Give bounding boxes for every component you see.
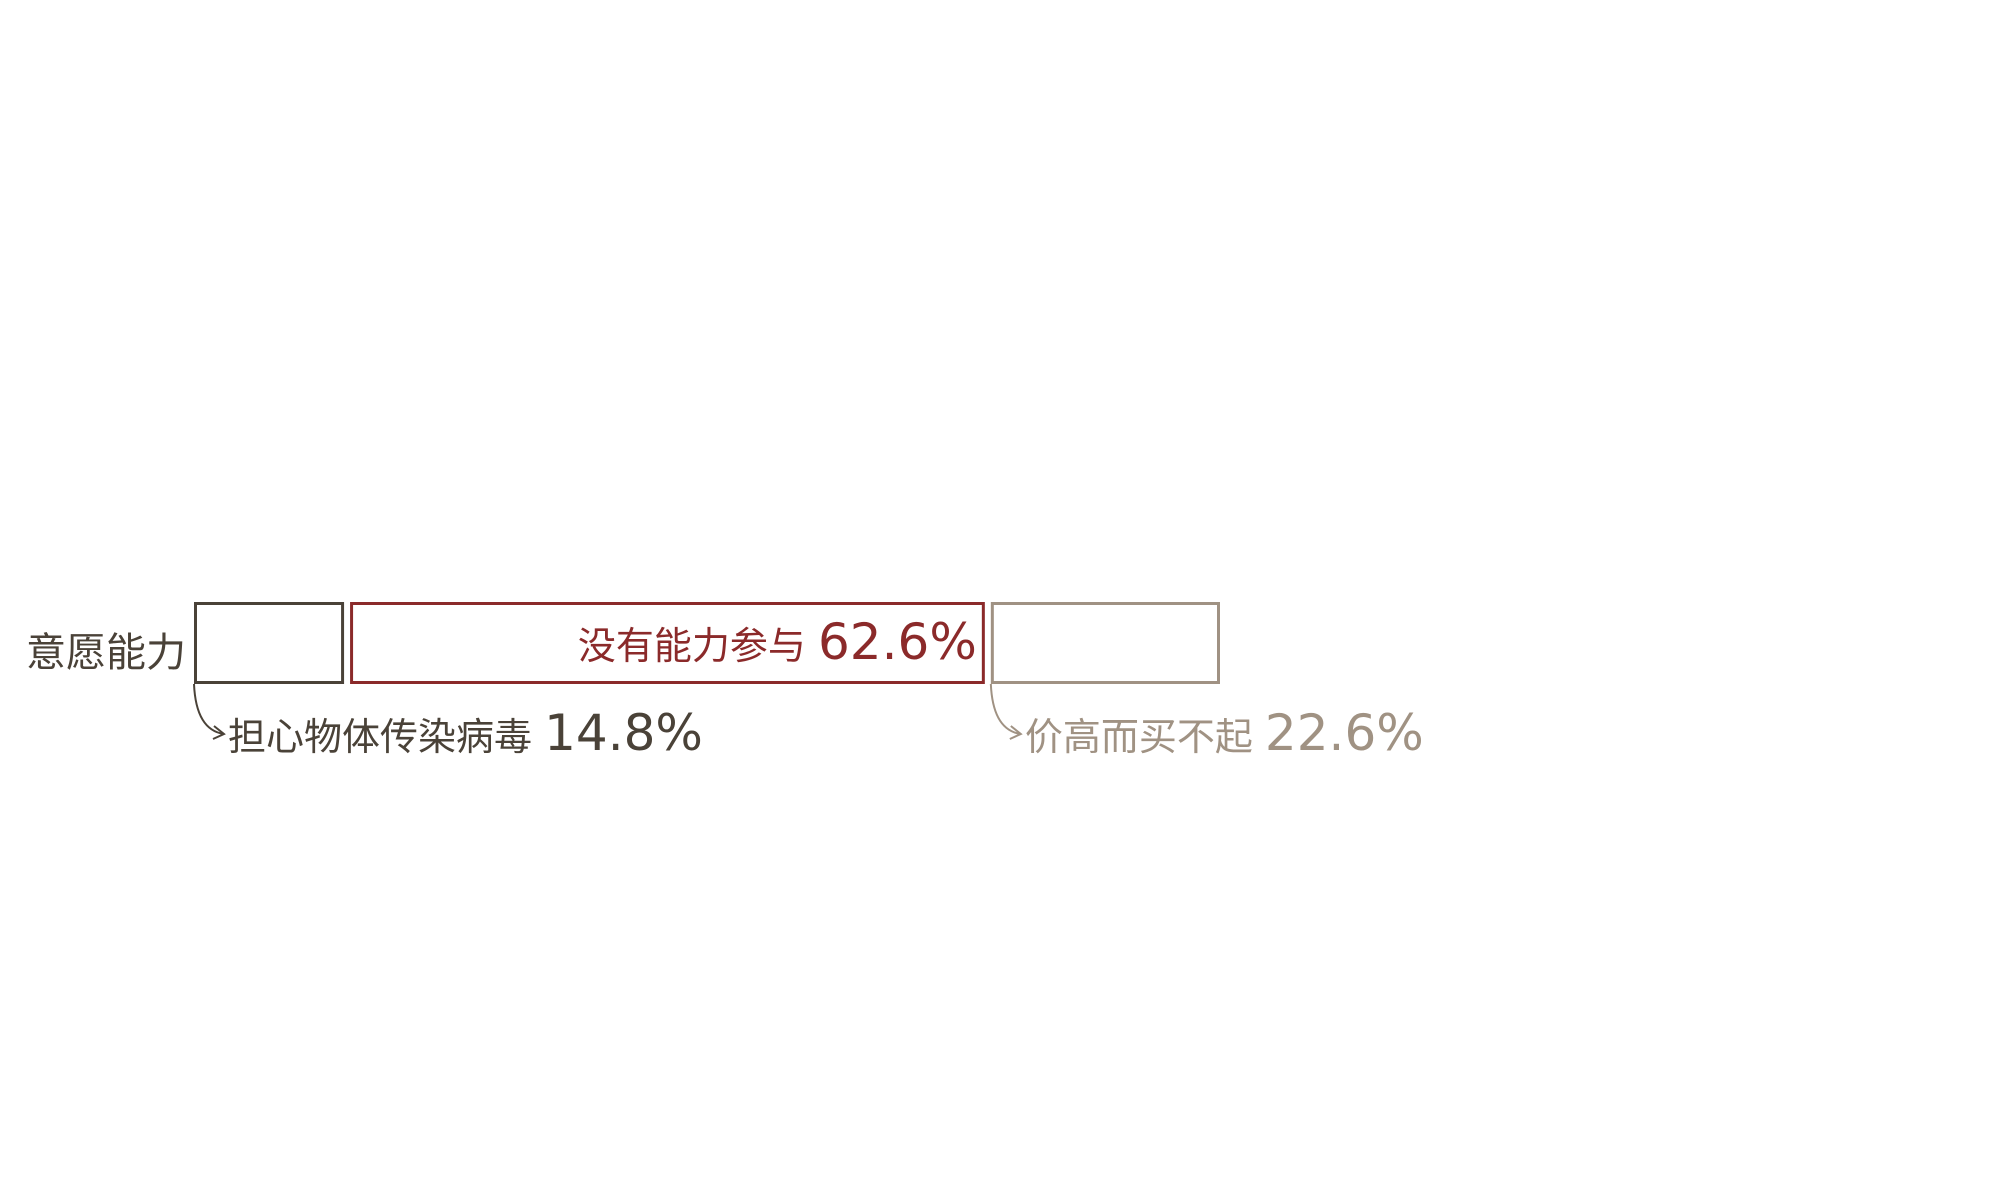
- segment-category-2: 没有能力参与: [578, 624, 818, 668]
- callout-line-1: [193, 683, 225, 735]
- row-label: 意愿能力: [26, 630, 186, 676]
- segment-value-3: 22.6%: [1265, 704, 1424, 762]
- segment-value-2: 62.6%: [818, 613, 977, 671]
- bar-segment-1: [194, 602, 345, 684]
- segment-label-2: 没有能力参与 62.6%: [578, 613, 977, 671]
- segment-label-3: 价高而买不起 22.6%: [1025, 704, 1424, 762]
- segment-category-3: 价高而买不起: [1025, 715, 1265, 759]
- segment-value-1: 14.8%: [544, 704, 703, 762]
- callout-arrow-1: [212, 725, 226, 740]
- callout-line-3: [989, 683, 1022, 735]
- bar-segment-3: [990, 602, 1220, 684]
- callout-arrow-3: [1009, 725, 1023, 740]
- segment-category-1: 担心物体传染病毒: [228, 715, 544, 759]
- bar-segment-2: [350, 602, 985, 684]
- segment-label-1: 担心物体传染病毒 14.8%: [228, 704, 703, 762]
